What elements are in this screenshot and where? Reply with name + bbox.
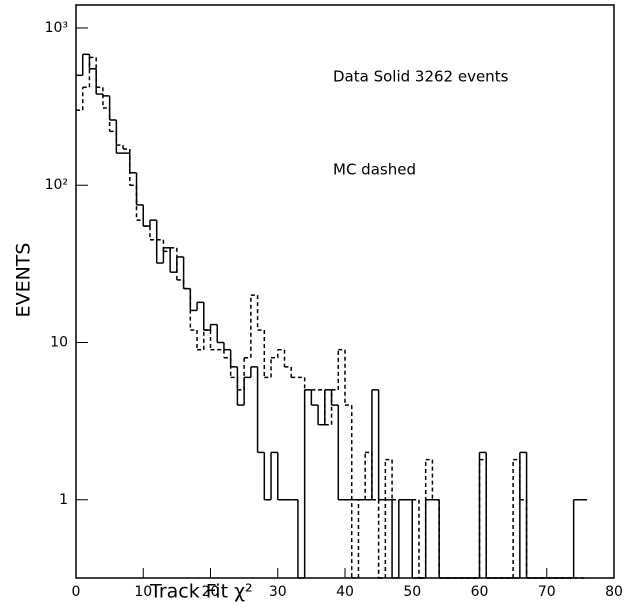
- x-tick-label: 60: [471, 584, 489, 600]
- y-tick-label: 10: [50, 334, 68, 350]
- x-tick-label: 80: [605, 584, 623, 600]
- x-tick-label: 70: [538, 584, 556, 600]
- x-tick-label: 50: [403, 584, 421, 600]
- y-axis-label: EVENTS: [13, 243, 35, 318]
- x-tick-label: 30: [269, 584, 287, 600]
- x-tick-label: 0: [72, 584, 81, 600]
- x-tick-label: 10: [134, 584, 152, 600]
- x-axis-label: Track Fit χ²: [149, 581, 253, 603]
- annotation: Data Solid 3262 events: [333, 68, 509, 86]
- y-tick-label: 10²: [45, 177, 68, 193]
- x-tick-label: 20: [202, 584, 220, 600]
- y-tick-label: 10³: [45, 20, 68, 36]
- annotation: MC dashed: [333, 161, 416, 179]
- x-tick-label: 40: [336, 584, 354, 600]
- y-tick-label: 1: [59, 492, 68, 508]
- plot-frame: [75, 4, 615, 579]
